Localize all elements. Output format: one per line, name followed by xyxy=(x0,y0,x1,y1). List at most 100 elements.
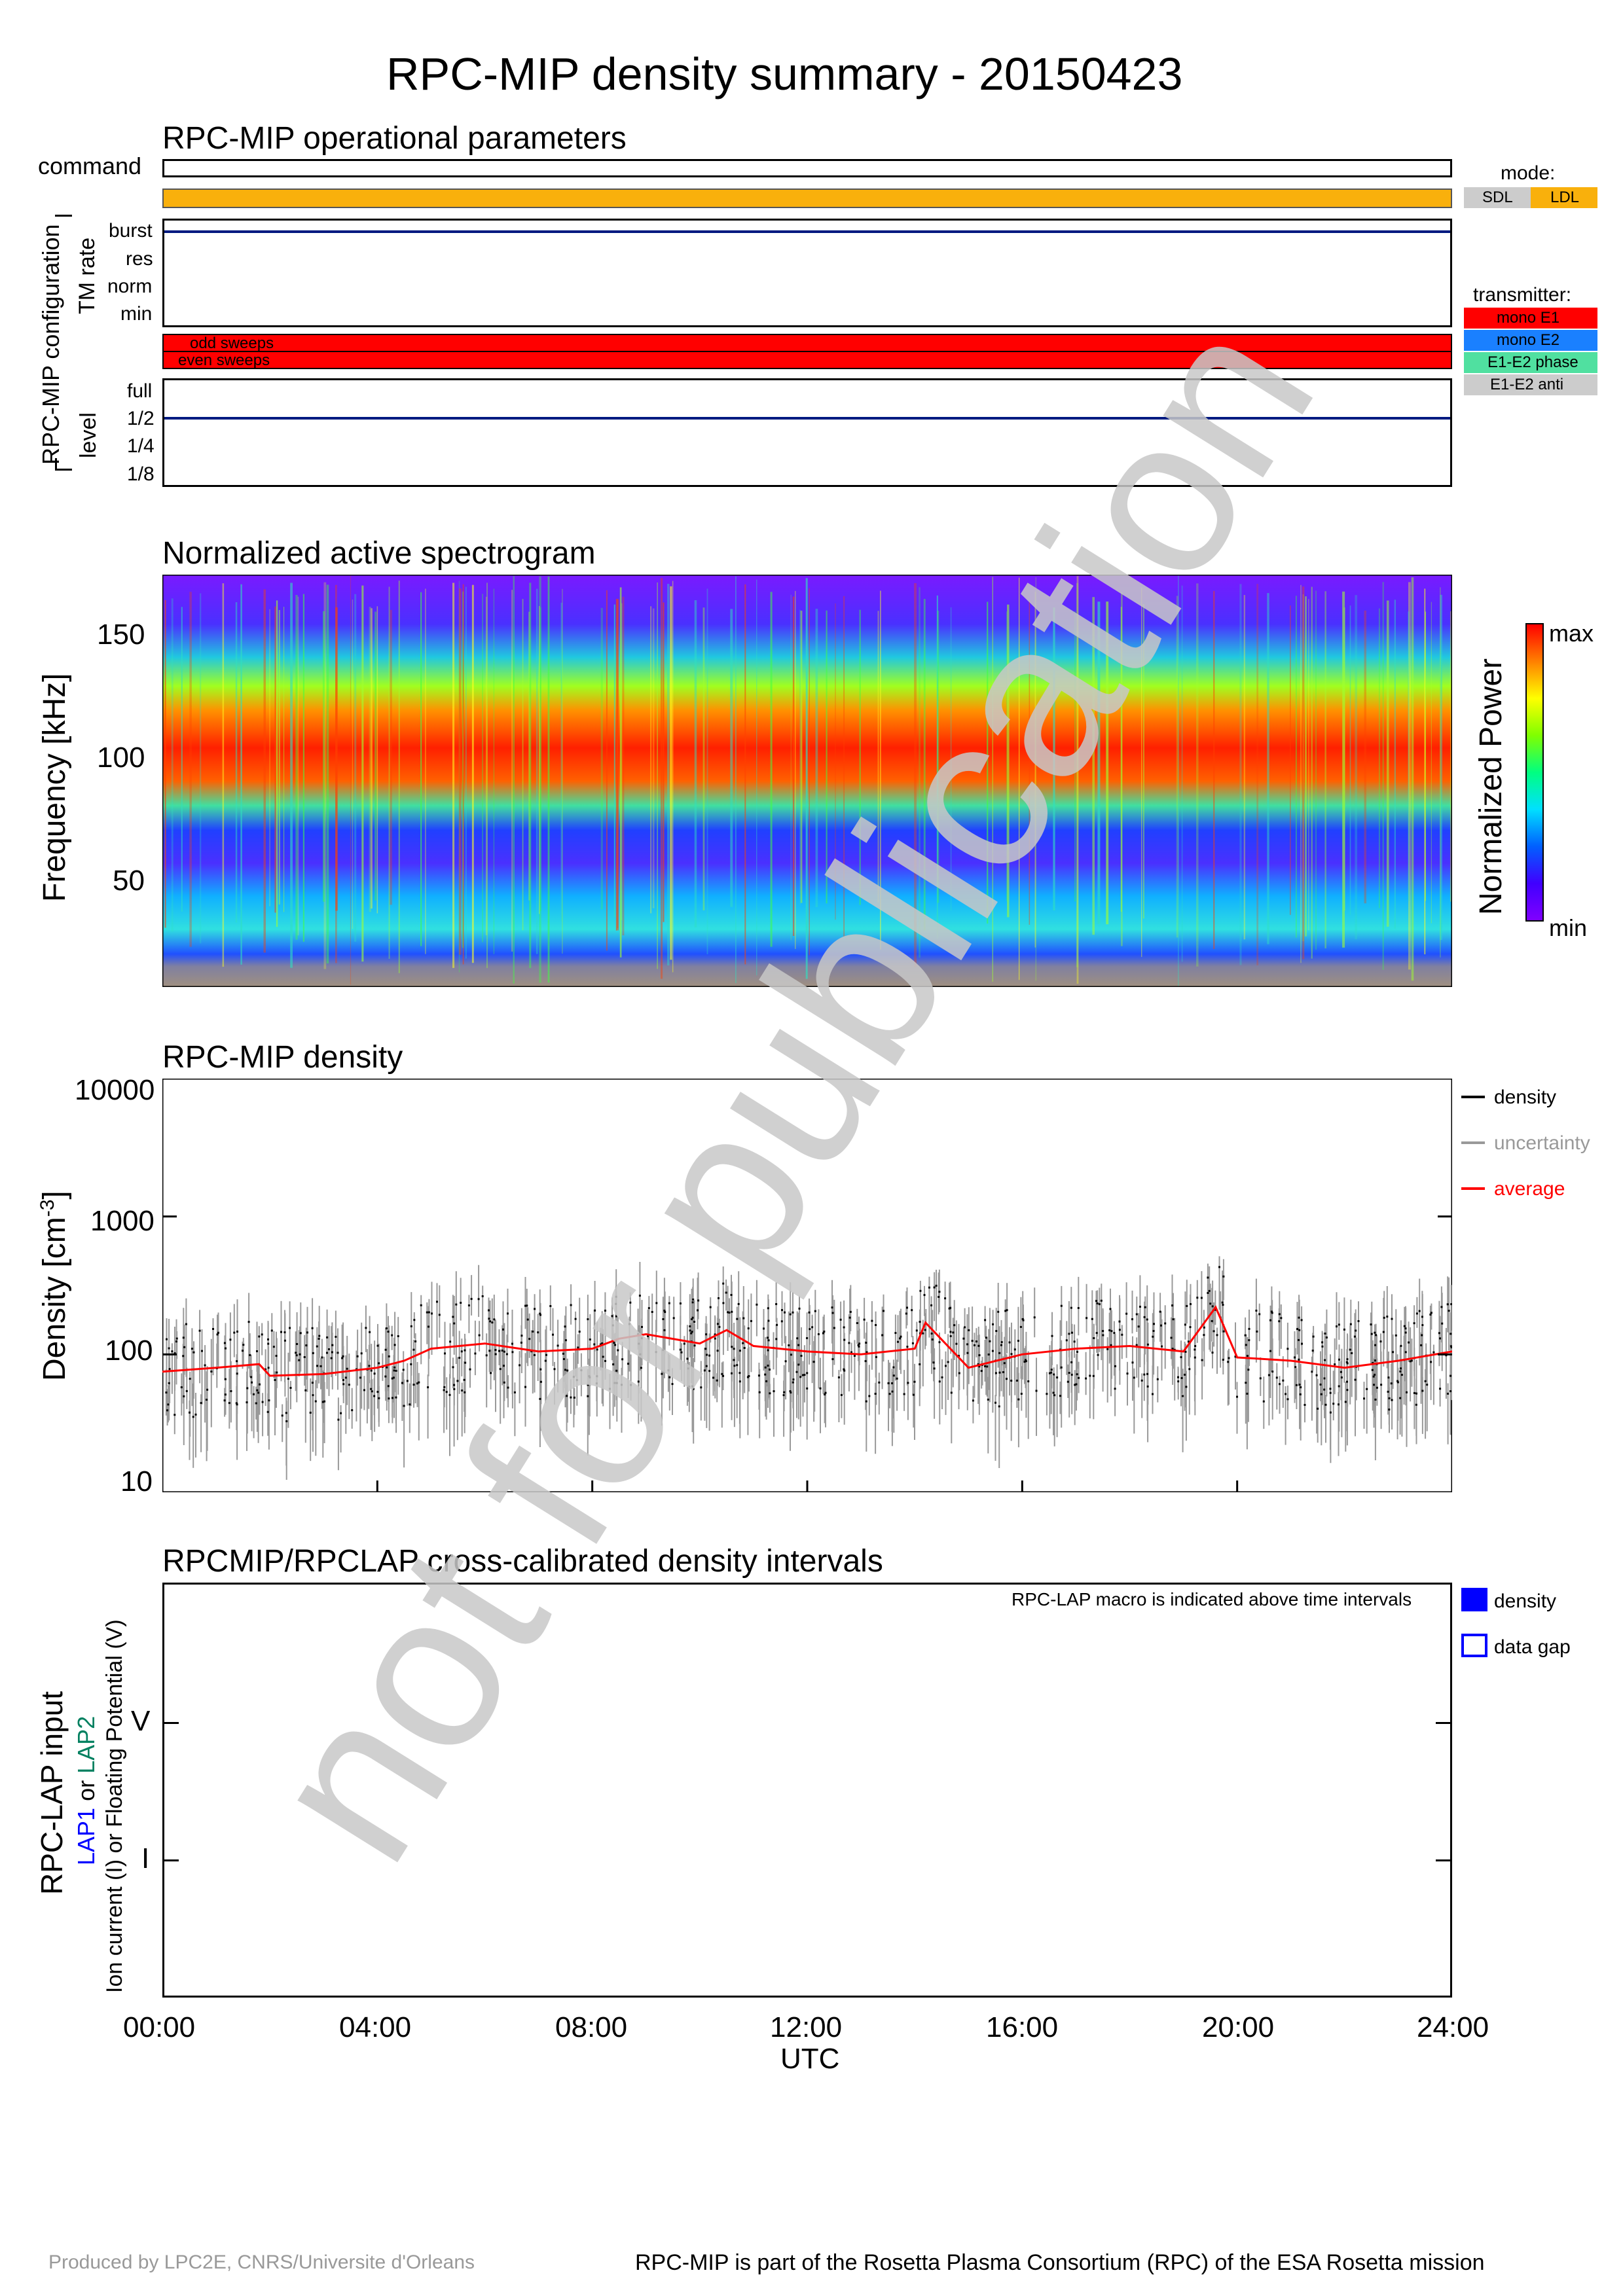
density-point xyxy=(628,1323,630,1325)
density-point xyxy=(319,1365,322,1367)
density-point xyxy=(1298,1384,1301,1386)
legend-uncertainty-line xyxy=(1461,1141,1485,1144)
density-point xyxy=(748,1375,750,1377)
density-point xyxy=(464,1349,466,1352)
density-point xyxy=(881,1334,884,1336)
spectrogram-streak xyxy=(458,581,460,973)
colorbar-max: max xyxy=(1549,620,1594,647)
density-point xyxy=(742,1317,745,1319)
density-point xyxy=(1346,1380,1348,1383)
spectrogram-streak xyxy=(1308,599,1309,931)
density-point xyxy=(767,1365,769,1367)
density-point xyxy=(1172,1318,1175,1321)
density-point xyxy=(1279,1383,1281,1386)
density-point xyxy=(311,1382,314,1384)
density-point xyxy=(1102,1334,1104,1336)
density-point xyxy=(1035,1390,1038,1392)
density-point xyxy=(1118,1320,1121,1323)
spectrogram-streak xyxy=(1076,583,1079,967)
density-point xyxy=(183,1395,185,1397)
density-point xyxy=(721,1372,723,1375)
density-point xyxy=(413,1319,416,1321)
density-point xyxy=(938,1341,941,1344)
density-point xyxy=(1413,1391,1415,1394)
density-point xyxy=(1096,1302,1099,1304)
density-point xyxy=(769,1369,771,1371)
density-point xyxy=(1450,1345,1452,1348)
spectrogram-streak xyxy=(1302,586,1305,960)
density-point xyxy=(443,1389,445,1391)
density-point xyxy=(1196,1297,1199,1299)
density-point xyxy=(1415,1403,1417,1406)
density-point xyxy=(596,1375,598,1378)
even-sweeps-label: even sweeps xyxy=(178,351,270,369)
density-point xyxy=(1432,1351,1435,1354)
density-point xyxy=(167,1403,170,1406)
density-point xyxy=(303,1356,306,1358)
density-point xyxy=(911,1309,913,1312)
density-point xyxy=(789,1390,792,1393)
density-point xyxy=(1065,1339,1068,1342)
density-point xyxy=(765,1380,768,1382)
spectrogram-streak xyxy=(1142,603,1144,919)
density-point xyxy=(615,1315,617,1318)
spectrogram-streak xyxy=(539,576,541,983)
density-point xyxy=(1110,1344,1112,1346)
density-point xyxy=(1267,1374,1270,1376)
density-point xyxy=(395,1369,397,1372)
density-point xyxy=(1213,1330,1215,1333)
density-point xyxy=(342,1379,344,1381)
density-point xyxy=(922,1332,924,1335)
density-point xyxy=(1004,1310,1007,1312)
density-point xyxy=(938,1291,941,1293)
density-point xyxy=(1374,1344,1376,1346)
density-point xyxy=(843,1338,846,1341)
density-point xyxy=(798,1307,801,1310)
density-point xyxy=(601,1342,604,1345)
density-point xyxy=(693,1321,696,1323)
density-point xyxy=(671,1383,674,1386)
density-point xyxy=(1286,1348,1289,1350)
density-point xyxy=(577,1346,579,1349)
density-point xyxy=(1218,1266,1220,1268)
density-point xyxy=(255,1402,257,1405)
legend-gap-box xyxy=(1461,1634,1487,1657)
density-point xyxy=(784,1311,786,1314)
density-point xyxy=(809,1328,811,1331)
spectrogram-streak xyxy=(937,611,939,903)
density-point xyxy=(340,1412,342,1414)
density-point xyxy=(458,1357,461,1359)
density-point xyxy=(499,1368,501,1371)
spectrogram-streak xyxy=(485,596,488,935)
density-point xyxy=(641,1325,643,1328)
density-point xyxy=(1400,1344,1402,1347)
density-point xyxy=(958,1355,960,1357)
spectrogram-streak xyxy=(1121,592,1123,946)
density-point xyxy=(887,1382,890,1384)
density-point xyxy=(640,1367,642,1369)
density-point xyxy=(552,1333,554,1336)
density-point xyxy=(1255,1310,1258,1312)
density-point xyxy=(1391,1399,1393,1401)
density-point xyxy=(1106,1348,1109,1350)
tx-e1e2-phase-label: E1-E2 phase xyxy=(1487,353,1578,371)
density-point xyxy=(453,1384,456,1386)
density-point xyxy=(528,1338,531,1340)
density-point xyxy=(949,1335,952,1337)
density-point xyxy=(326,1336,329,1338)
density-point xyxy=(481,1295,484,1297)
density-point xyxy=(780,1320,783,1323)
density-point xyxy=(1022,1319,1025,1321)
density-point xyxy=(247,1321,250,1323)
density-point xyxy=(524,1386,526,1388)
density-point xyxy=(1353,1335,1356,1338)
density-point xyxy=(817,1333,820,1335)
density-point xyxy=(388,1355,390,1357)
spectrogram-streak xyxy=(374,611,377,901)
spectrogram-streak xyxy=(361,585,364,962)
density-point xyxy=(1050,1371,1053,1374)
spectrogram-streak xyxy=(276,600,278,927)
density-point xyxy=(928,1286,930,1289)
density-point xyxy=(311,1327,314,1329)
density-point xyxy=(246,1387,249,1390)
